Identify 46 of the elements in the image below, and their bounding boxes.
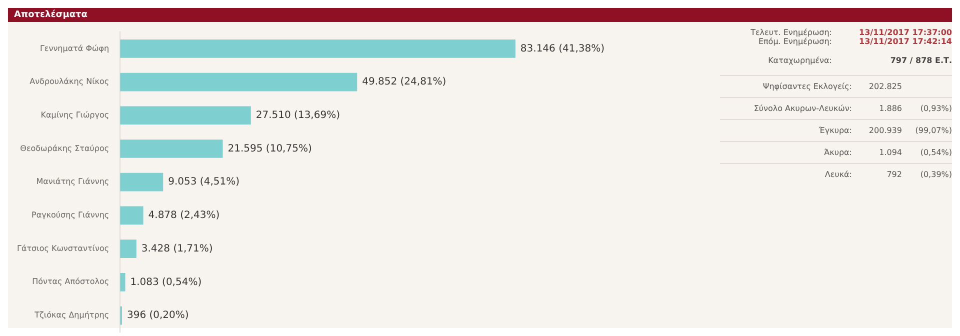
text: 202.825	[868, 82, 902, 91]
text: 13/11/2017 17:37:00	[859, 28, 952, 37]
y-tick-label: Ανδρουλάκης Νίκος	[30, 77, 110, 86]
data-label: 21.595 (10,75%)	[228, 143, 312, 154]
bar	[120, 106, 251, 125]
data-label: 396 (0,20%)	[126, 310, 189, 322]
y-tick-label: Γάτσιος Κωνσταντίνος	[16, 244, 110, 253]
bar	[120, 140, 223, 158]
text: Σύνολο Ακυρων-Λευκών:	[754, 104, 852, 113]
text: Ψηφίσαντες Εκλογείς:	[762, 82, 852, 91]
text: Καταχωρημένα:	[768, 56, 832, 65]
text: (0,93%)	[920, 104, 952, 113]
bar	[120, 72, 358, 92]
text: (0,54%)	[920, 148, 952, 157]
bar	[120, 40, 516, 58]
y-tick-label: Θεοδωράκης Σταύρος	[20, 144, 110, 153]
y-tick-label: Ραγκούσης Γιάννης	[31, 210, 110, 220]
y-tick-label: Γεννηματά Φώφη	[40, 44, 110, 53]
text: 13/11/2017 17:42:14	[859, 37, 952, 46]
data-label: 9.053 (4,51%)	[168, 176, 240, 188]
text: Λευκά:	[824, 170, 852, 179]
data-label: 1.083 (0,54%)	[130, 276, 202, 288]
chart-title: Αποτελέσματα	[14, 10, 88, 20]
text: 797 / 878 Ε.Τ.	[890, 56, 952, 65]
data-label: 27.510 (13,69%)	[256, 110, 340, 121]
text: 200.939	[868, 126, 902, 135]
data-label: 49.852 (24,81%)	[362, 76, 446, 88]
bar	[120, 206, 144, 225]
text: (0,39%)	[920, 170, 952, 179]
text: Τελευτ. Ενημέρωση:	[750, 28, 832, 37]
y-tick-label: Καμίνης Γιώργος	[40, 110, 110, 120]
data-label: 4.878 (2,43%)	[148, 210, 220, 222]
text: Επόμ. Ενημέρωση:	[758, 37, 832, 46]
bar	[120, 240, 136, 258]
text: (99,07%)	[915, 126, 952, 135]
y-tick-label: Τζιόκας Δημήτρης	[34, 310, 110, 320]
text: Έγκυρα:	[818, 126, 852, 135]
data-label: 3.428 (1,71%)	[141, 243, 213, 254]
bar	[120, 172, 164, 192]
text: 1.094	[879, 148, 902, 157]
text: 792	[886, 170, 902, 179]
data-label: 83.146 (41,38%)	[520, 43, 605, 54]
text: Άκυρα:	[824, 148, 852, 157]
y-tick-label: Μανιάτης Γιάννης	[36, 177, 110, 186]
y-tick-label: Πόντας Απόστολος	[32, 277, 110, 286]
text: 1.886	[879, 104, 902, 113]
